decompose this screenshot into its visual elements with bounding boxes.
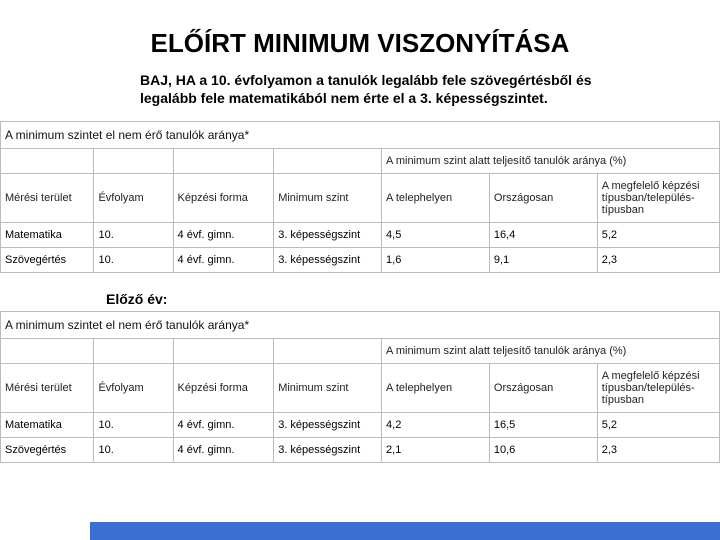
cell: Szövegértés [1, 248, 94, 273]
col-header: Minimum szint [274, 364, 382, 413]
cell: 4 évf. gimn. [173, 223, 274, 248]
cell: 5,2 [597, 413, 719, 438]
col-header: Országosan [489, 364, 597, 413]
cell: 2,1 [382, 438, 490, 463]
col-header: A megfelelő képzési típusban/település-t… [597, 174, 719, 223]
col-header: Országosan [489, 174, 597, 223]
table-header-row: Mérési terület Évfolyam Képzési forma Mi… [1, 364, 720, 413]
col-header: A megfelelő képzési típusban/település-t… [597, 364, 719, 413]
cell: 10. [94, 438, 173, 463]
cell: 3. képességszint [274, 223, 382, 248]
cell: Matematika [1, 223, 94, 248]
slide: ELŐÍRT MINIMUM VISZONYÍTÁSA BAJ, HA a 10… [0, 0, 720, 540]
cell: 4 évf. gimn. [173, 248, 274, 273]
table-row: Matematika 10. 4 évf. gimn. 3. képességs… [1, 413, 720, 438]
footer-bar [90, 522, 720, 540]
col-header: Mérési terület [1, 364, 94, 413]
col-subheader-span: A minimum szint alatt teljesítő tanulók … [382, 339, 720, 364]
table-row: Szövegértés 10. 4 évf. gimn. 3. képesség… [1, 248, 720, 273]
cell: 3. képességszint [274, 248, 382, 273]
cell: 4 évf. gimn. [173, 413, 274, 438]
col-blank [173, 339, 274, 364]
cell: Szövegértés [1, 438, 94, 463]
cell: 1,6 [382, 248, 490, 273]
cell: 10. [94, 413, 173, 438]
col-subheader-span: A minimum szint alatt teljesítő tanulók … [382, 149, 720, 174]
page-title: ELŐÍRT MINIMUM VISZONYÍTÁSA [0, 28, 720, 67]
cell: Matematika [1, 413, 94, 438]
cell: 3. képességszint [274, 413, 382, 438]
cell: 4,2 [382, 413, 490, 438]
cell: 10. [94, 223, 173, 248]
table-previous: A minimum szintet el nem érő tanulók ará… [0, 311, 720, 463]
col-header: Évfolyam [94, 174, 173, 223]
col-header: Minimum szint [274, 174, 382, 223]
table-row: Szövegértés 10. 4 évf. gimn. 3. képesség… [1, 438, 720, 463]
table-section-header: A minimum szintet el nem érő tanulók ará… [1, 312, 720, 339]
col-header: Évfolyam [94, 364, 173, 413]
cell: 4,5 [382, 223, 490, 248]
col-blank [274, 149, 382, 174]
page-subtitle: BAJ, HA a 10. évfolyamon a tanulók legal… [0, 67, 720, 121]
col-header: Képzési forma [173, 174, 274, 223]
cell: 3. képességszint [274, 438, 382, 463]
col-header: Mérési terület [1, 174, 94, 223]
col-blank [94, 149, 173, 174]
cell: 4 évf. gimn. [173, 438, 274, 463]
col-header: A telephelyen [382, 174, 490, 223]
table-current: A minimum szintet el nem érő tanulók ará… [0, 121, 720, 273]
col-blank [1, 339, 94, 364]
cell: 16,5 [489, 413, 597, 438]
col-header: A telephelyen [382, 364, 490, 413]
col-blank [274, 339, 382, 364]
col-header: Képzési forma [173, 364, 274, 413]
table-subheader-row: A minimum szint alatt teljesítő tanulók … [1, 339, 720, 364]
cell: 16,4 [489, 223, 597, 248]
table-subheader-row: A minimum szint alatt teljesítő tanulók … [1, 149, 720, 174]
col-blank [1, 149, 94, 174]
table-row: Matematika 10. 4 évf. gimn. 3. képességs… [1, 223, 720, 248]
col-blank [173, 149, 274, 174]
table-title: A minimum szintet el nem érő tanulók ará… [1, 122, 720, 149]
cell: 9,1 [489, 248, 597, 273]
previous-year-label: Előző év: [0, 273, 720, 311]
col-blank [94, 339, 173, 364]
cell: 10. [94, 248, 173, 273]
cell: 2,3 [597, 248, 719, 273]
table-section-header: A minimum szintet el nem érő tanulók ará… [1, 122, 720, 149]
table-title: A minimum szintet el nem érő tanulók ará… [1, 312, 720, 339]
cell: 5,2 [597, 223, 719, 248]
cell: 10,6 [489, 438, 597, 463]
cell: 2,3 [597, 438, 719, 463]
table-header-row: Mérési terület Évfolyam Képzési forma Mi… [1, 174, 720, 223]
